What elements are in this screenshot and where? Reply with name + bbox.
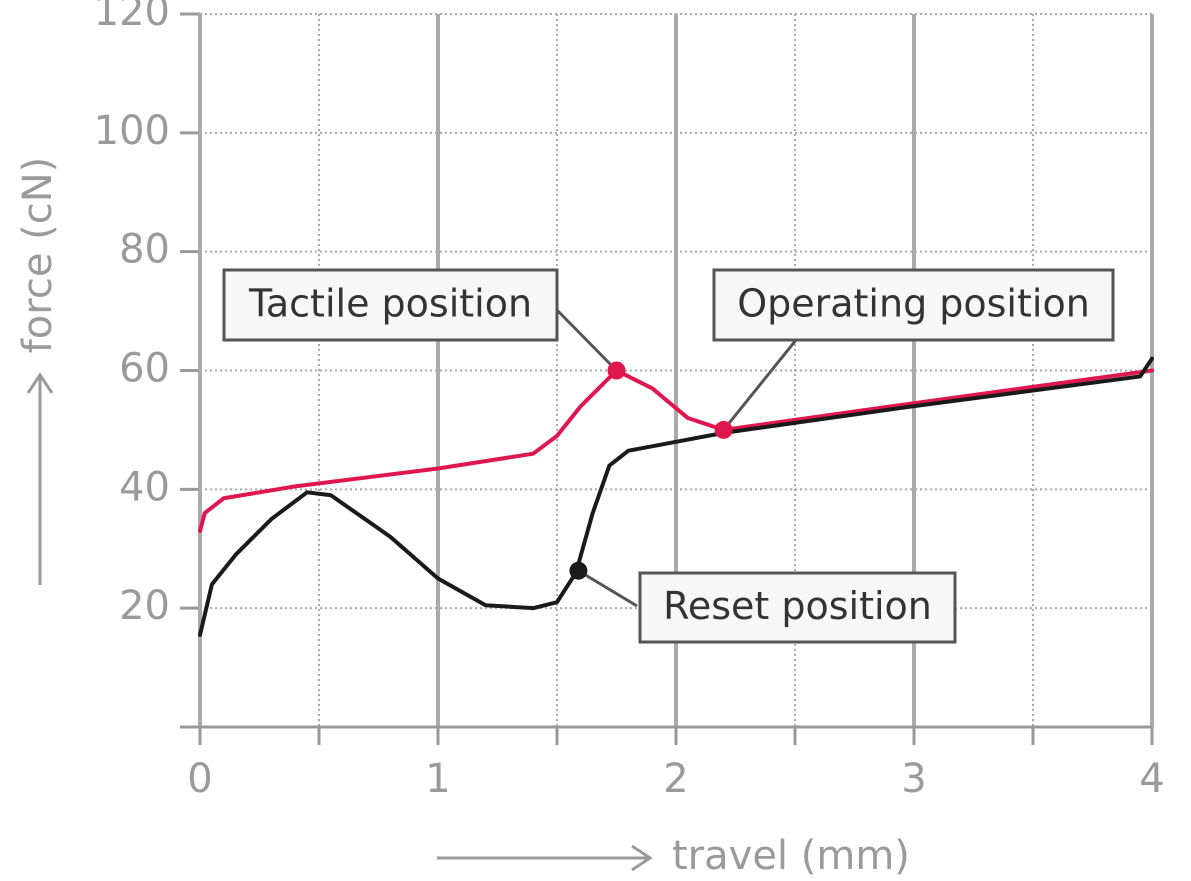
leader-line xyxy=(553,306,618,372)
y-axis-arrow xyxy=(26,372,54,585)
x-tick-label: 0 xyxy=(187,756,212,802)
annotation-label: Operating position xyxy=(737,282,1090,326)
x-axis-title: travel (mm) xyxy=(672,833,910,879)
y-tick-label: 100 xyxy=(94,108,170,154)
leader-line xyxy=(577,569,638,608)
leader-line xyxy=(722,339,798,431)
y-tick-label: 20 xyxy=(119,583,170,629)
y-tick-label: 60 xyxy=(119,346,170,392)
x-tick-label: 4 xyxy=(1139,756,1164,802)
annotation-point xyxy=(714,420,733,439)
x-tick-label: 2 xyxy=(663,756,688,802)
annotation-label: Tactile position xyxy=(248,282,532,326)
y-tick-label: 80 xyxy=(119,227,170,273)
x-tick-label: 1 xyxy=(425,756,450,802)
series-line xyxy=(198,356,1154,637)
y-tick-label: 120 xyxy=(94,0,170,35)
annotation-box xyxy=(638,571,957,644)
annotation-label: Reset position xyxy=(663,584,932,628)
annotation-point xyxy=(569,561,588,580)
x-tick-label: 3 xyxy=(901,756,926,802)
y-tick-label: 40 xyxy=(119,464,170,510)
annotation-box xyxy=(222,268,559,342)
annotation-box xyxy=(712,268,1115,342)
y-axis-title: force (cN) xyxy=(15,157,61,354)
annotation-point xyxy=(607,361,626,380)
x-axis-arrow xyxy=(437,844,653,872)
